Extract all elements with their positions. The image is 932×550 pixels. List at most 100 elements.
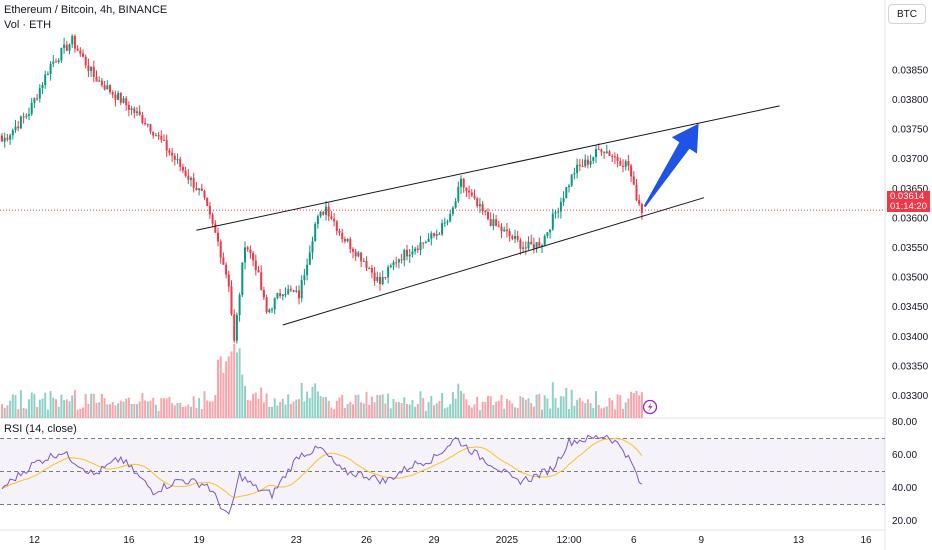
last-price-value: 0.03614 [890, 190, 925, 202]
volume-bar [622, 408, 624, 418]
candle [408, 254, 411, 257]
volume-bar [22, 408, 25, 418]
candle [260, 272, 263, 290]
candle [190, 177, 192, 180]
candle [365, 260, 368, 268]
volume-bar [230, 351, 233, 418]
volume-bar [559, 396, 562, 418]
volume-bar [171, 403, 174, 418]
candle [111, 92, 114, 95]
volume-bar [187, 404, 190, 418]
candle [195, 187, 198, 191]
candle [416, 248, 419, 251]
candle [109, 85, 111, 93]
volume-bar [387, 393, 390, 418]
candle [22, 116, 25, 118]
volume-bar [95, 402, 98, 418]
candle [379, 276, 381, 285]
candle [362, 260, 365, 262]
candle [387, 267, 390, 278]
volume-bar [349, 401, 352, 418]
volume-bar [65, 399, 68, 418]
volume-bar [535, 394, 538, 418]
candle [41, 85, 44, 89]
candle [503, 229, 506, 232]
volume-bar [527, 398, 530, 418]
symbol-title[interactable]: Ethereum / Bitcoin, 4h, BINANCE [4, 4, 168, 16]
candle [30, 102, 33, 115]
volume-bar [17, 409, 20, 418]
volume-bar [338, 397, 341, 418]
volume-bar [219, 356, 222, 418]
volume-bar [190, 406, 192, 418]
candle [597, 149, 600, 151]
volume-bar [611, 400, 614, 418]
rsi-tick-label: 20.00 [892, 516, 917, 527]
candle [403, 249, 406, 261]
volume-bar [635, 390, 638, 418]
candle [192, 177, 195, 188]
volume-bar [470, 407, 473, 418]
last-price-tag: 0.03614 01:14:20 [887, 191, 930, 212]
rsi-tick-label: 60.00 [892, 450, 917, 461]
candle [522, 247, 525, 249]
candle [549, 229, 552, 233]
volume-bar [100, 393, 103, 418]
candle [55, 61, 57, 63]
volume-bar [136, 404, 138, 418]
candle [411, 251, 414, 255]
candle [435, 234, 438, 236]
candle [562, 198, 565, 202]
candle [117, 93, 120, 100]
candle [179, 159, 182, 167]
candle [622, 165, 624, 167]
volume-bar [352, 404, 354, 418]
volume-bar [44, 392, 47, 418]
candle [316, 216, 319, 224]
volume-bar [408, 404, 411, 418]
price-tick-label: 0.03350 [892, 361, 929, 372]
volume-bar [457, 383, 460, 418]
volume-bar [640, 392, 643, 418]
candle [273, 298, 276, 310]
candle [343, 239, 346, 242]
candle [311, 241, 314, 253]
volume-bar [198, 398, 201, 418]
lower-channel [282, 197, 705, 326]
candle [333, 218, 336, 222]
volume-bar [106, 404, 109, 418]
time-tick-label: 16 [123, 535, 135, 546]
volume-bar [114, 405, 117, 418]
volume-bar [284, 404, 287, 418]
volume-bar [168, 396, 171, 418]
candle [608, 151, 611, 156]
volume-bar [152, 397, 155, 418]
candle [319, 211, 322, 217]
volume-label[interactable]: Vol · ETH [4, 19, 52, 31]
rsi-label[interactable]: RSI (14, close) [4, 423, 77, 435]
candle [119, 93, 122, 103]
volume-bar [90, 393, 93, 418]
volume-bar [87, 403, 90, 418]
volume-bar [360, 402, 363, 418]
currency-button[interactable]: BTC [888, 4, 926, 24]
candle [19, 116, 22, 129]
volume-bar [25, 408, 28, 418]
candle [532, 244, 535, 249]
candle [505, 229, 508, 232]
bar-countdown: 01:14:20 [890, 200, 927, 212]
candle [576, 164, 579, 174]
volume-bar [84, 393, 87, 418]
candle [87, 65, 90, 71]
volume-bar [462, 393, 465, 418]
volume-bar [235, 352, 238, 418]
candle [11, 130, 14, 136]
volume-bar [478, 410, 481, 418]
volume-bar [505, 398, 508, 418]
candle [346, 238, 349, 242]
candle [635, 184, 638, 201]
volume-bar [141, 393, 144, 418]
volume-bar [341, 394, 344, 418]
upper-channel [196, 105, 780, 231]
